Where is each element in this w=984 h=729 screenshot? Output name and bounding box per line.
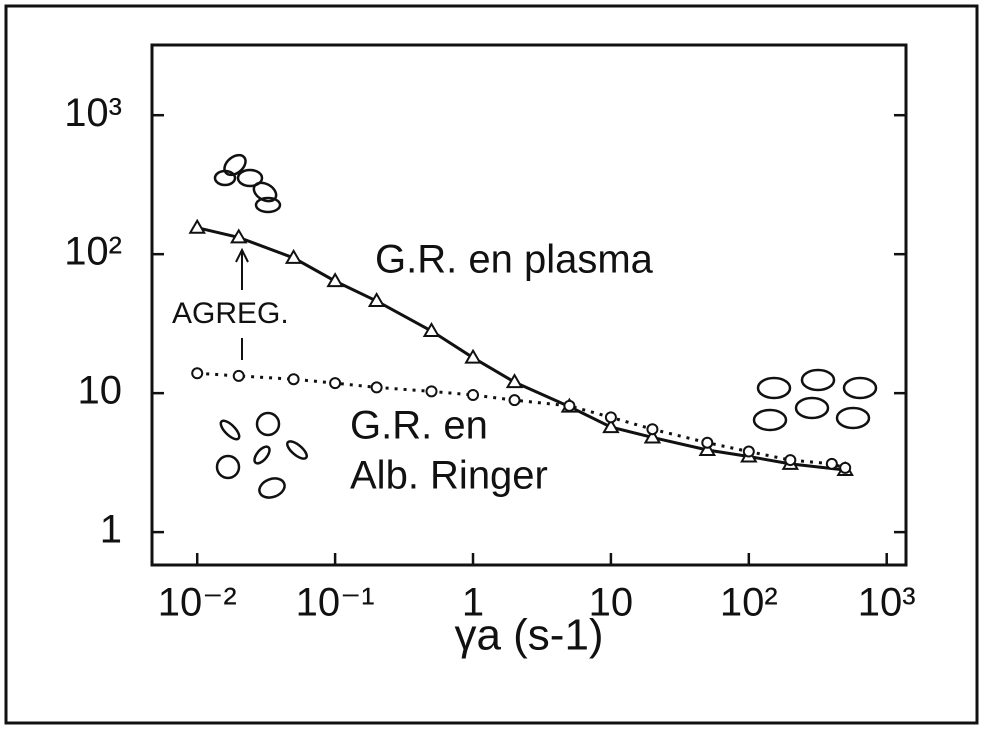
point <box>232 369 245 382</box>
x-tick-label: 10³ <box>858 581 916 625</box>
y-tick-label: 10³ <box>64 91 122 135</box>
y-tick-label: 10 <box>78 369 123 413</box>
point <box>784 454 797 467</box>
point <box>698 440 717 456</box>
point <box>329 377 342 390</box>
point <box>467 388 480 401</box>
point <box>505 373 524 389</box>
y-tick-label: 10² <box>64 230 122 274</box>
point <box>367 292 386 308</box>
x-tick-label: 10⁻² <box>158 581 237 625</box>
point <box>287 373 300 386</box>
point <box>563 399 576 412</box>
point <box>425 385 438 398</box>
y-tick-label: 1 <box>100 508 122 552</box>
x-tick-label: 10⁻¹ <box>296 581 375 625</box>
annotation: G.R. en plasma <box>375 238 654 282</box>
point <box>604 411 617 424</box>
point <box>742 445 755 458</box>
point <box>839 461 852 474</box>
cell-drawings <box>213 153 878 499</box>
point <box>422 322 441 338</box>
x-tick-label: 10² <box>720 581 778 625</box>
point <box>284 248 303 264</box>
point <box>825 457 838 470</box>
point <box>229 228 248 244</box>
point <box>646 423 659 436</box>
annotation: Alb. Ringer <box>350 454 548 498</box>
agreg-arrow <box>235 247 249 360</box>
plot-frame <box>150 43 908 567</box>
point <box>602 418 620 434</box>
x-tick-label: 10 <box>589 581 634 625</box>
point <box>188 218 206 234</box>
point <box>326 272 344 288</box>
annotation: G.R. en <box>350 404 488 448</box>
x-axis-label: γa (s-1) <box>454 611 603 660</box>
point <box>464 348 482 364</box>
series-line <box>197 371 846 470</box>
point <box>370 381 383 394</box>
point <box>643 428 662 444</box>
point <box>191 367 204 380</box>
point <box>508 394 521 407</box>
x-tick-label: 1 <box>462 581 484 625</box>
page-frame <box>4 4 979 725</box>
point <box>701 436 714 449</box>
annotation: AGREG. <box>172 297 289 330</box>
